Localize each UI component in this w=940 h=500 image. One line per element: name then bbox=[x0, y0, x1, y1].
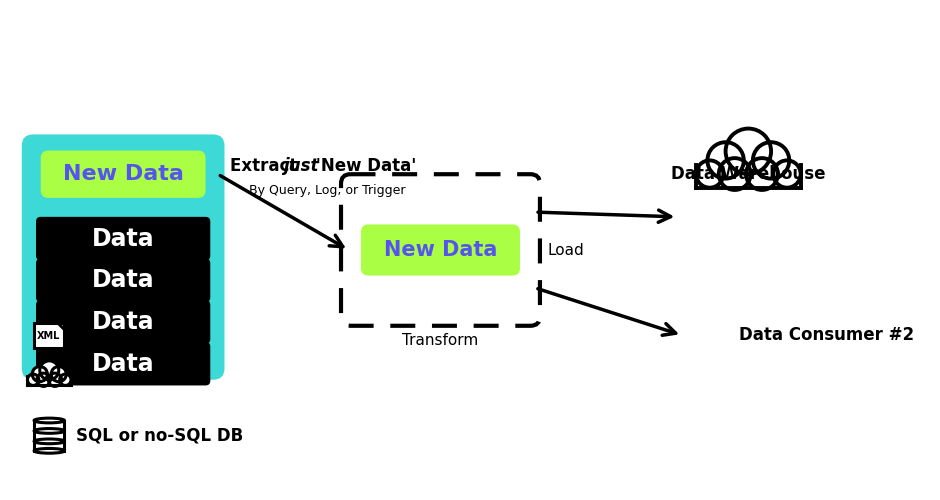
Circle shape bbox=[719, 158, 751, 190]
Text: XML Files: XML Files bbox=[76, 327, 165, 345]
Circle shape bbox=[746, 158, 778, 190]
FancyBboxPatch shape bbox=[27, 376, 71, 388]
Ellipse shape bbox=[34, 439, 65, 444]
FancyBboxPatch shape bbox=[36, 217, 211, 260]
Circle shape bbox=[696, 160, 723, 188]
Text: New Data: New Data bbox=[384, 240, 497, 260]
Circle shape bbox=[708, 142, 744, 178]
Text: Data: Data bbox=[92, 352, 154, 376]
Circle shape bbox=[48, 373, 62, 386]
FancyBboxPatch shape bbox=[34, 323, 65, 347]
Text: By Query, Log, or Trigger: By Query, Log, or Trigger bbox=[249, 184, 406, 196]
Text: Load: Load bbox=[547, 242, 585, 258]
Circle shape bbox=[51, 366, 67, 382]
Circle shape bbox=[59, 374, 71, 386]
Text: Data Warehouse: Data Warehouse bbox=[671, 165, 825, 183]
Circle shape bbox=[774, 160, 801, 188]
Circle shape bbox=[27, 374, 39, 386]
Circle shape bbox=[753, 142, 790, 178]
Text: Data: Data bbox=[92, 268, 154, 292]
Ellipse shape bbox=[34, 428, 65, 434]
Text: SaaS API: SaaS API bbox=[76, 371, 159, 389]
FancyBboxPatch shape bbox=[36, 258, 211, 302]
Text: Extract: Extract bbox=[230, 157, 304, 175]
Text: 'New Data': 'New Data' bbox=[310, 157, 416, 175]
Text: just: just bbox=[283, 157, 319, 175]
FancyBboxPatch shape bbox=[36, 342, 211, 386]
Circle shape bbox=[32, 366, 47, 382]
FancyBboxPatch shape bbox=[36, 300, 211, 344]
Ellipse shape bbox=[34, 448, 65, 453]
Text: XML: XML bbox=[37, 331, 60, 341]
Text: SQL or no-SQL DB: SQL or no-SQL DB bbox=[76, 426, 243, 444]
FancyBboxPatch shape bbox=[361, 224, 520, 276]
FancyBboxPatch shape bbox=[696, 165, 801, 192]
Text: Data: Data bbox=[92, 310, 154, 334]
FancyBboxPatch shape bbox=[341, 174, 540, 326]
Ellipse shape bbox=[34, 418, 65, 423]
Text: Data: Data bbox=[92, 226, 154, 250]
FancyBboxPatch shape bbox=[40, 150, 206, 198]
Circle shape bbox=[726, 128, 771, 174]
Circle shape bbox=[37, 373, 50, 386]
Text: New Data: New Data bbox=[63, 164, 183, 184]
FancyBboxPatch shape bbox=[22, 134, 225, 380]
Circle shape bbox=[39, 361, 58, 380]
Text: Transform: Transform bbox=[402, 334, 478, 348]
Text: Data Consumer #2: Data Consumer #2 bbox=[739, 326, 914, 344]
